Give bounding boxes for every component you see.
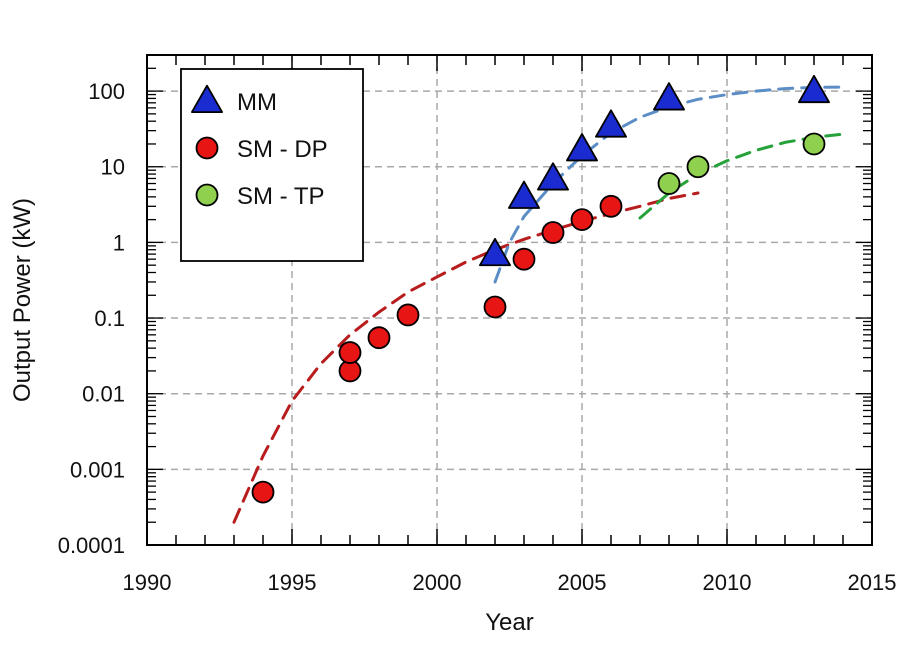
legend-marker-circle xyxy=(195,136,219,160)
x-tick-label: 2015 xyxy=(848,570,897,595)
point-sm-dp xyxy=(367,326,391,350)
legend-marker-circle xyxy=(195,183,219,207)
x-tick-label: 2005 xyxy=(558,570,607,595)
point-sm-tp xyxy=(686,155,710,179)
point-sm-dp xyxy=(251,480,275,504)
point-mm xyxy=(566,133,598,162)
point-sm-dp xyxy=(541,221,565,244)
y-tick-label: 0.1 xyxy=(94,306,125,331)
point-sm-tp xyxy=(657,172,681,195)
data-points xyxy=(251,74,830,504)
plot-area-frame xyxy=(146,54,873,546)
point-mm xyxy=(479,237,511,267)
point-mm xyxy=(653,82,685,111)
point-mm xyxy=(798,74,830,104)
y-tick-label: 0.001 xyxy=(70,457,125,482)
trend-line-sm-dp xyxy=(232,191,700,524)
x-tick-label: 2000 xyxy=(413,570,462,595)
x-axis-title: Year xyxy=(485,609,534,636)
y-tick-label: 100 xyxy=(88,79,125,104)
point-sm-dp xyxy=(512,247,536,271)
y-tick-label: 1 xyxy=(113,230,125,255)
trend-line-mm xyxy=(493,85,845,284)
legend-marker-triangle xyxy=(191,84,223,114)
point-sm-dp xyxy=(483,295,507,319)
y-axis-title: Output Power (kW) xyxy=(9,198,36,402)
x-tick-label: 1995 xyxy=(268,570,317,595)
point-sm-dp xyxy=(599,194,623,218)
legend-item-sm-tp: SM - TP xyxy=(195,183,325,210)
legend: MM SM - DP SM - TP xyxy=(180,68,364,262)
x-tick-label: 1990 xyxy=(123,570,172,595)
point-mm xyxy=(595,109,627,138)
legend-label: SM - DP xyxy=(237,136,328,163)
point-sm-dp xyxy=(570,208,594,232)
x-tick-labels: 1990 1995 2000 2005 2010 2015 xyxy=(123,570,897,595)
y-tick-label: 10 xyxy=(101,155,125,180)
legend-item-sm-dp: SM - DP xyxy=(195,136,328,163)
y-tick-labels: 0.0001 0.001 0.01 0.1 1 10 100 xyxy=(58,79,125,558)
point-mm xyxy=(537,162,569,191)
x-tick-label: 2010 xyxy=(703,570,752,595)
grid-lines xyxy=(147,55,872,545)
point-sm-dp xyxy=(338,341,362,364)
legend-label: SM - TP xyxy=(237,183,325,210)
point-sm-dp xyxy=(396,303,420,327)
axis-ticks xyxy=(146,54,873,546)
legend-item-mm: MM xyxy=(191,84,277,116)
point-mm xyxy=(508,180,540,209)
legend-label: MM xyxy=(237,89,277,116)
y-tick-label: 0.0001 xyxy=(58,533,125,558)
point-sm-tp xyxy=(802,132,826,156)
y-tick-label: 0.01 xyxy=(82,382,125,407)
